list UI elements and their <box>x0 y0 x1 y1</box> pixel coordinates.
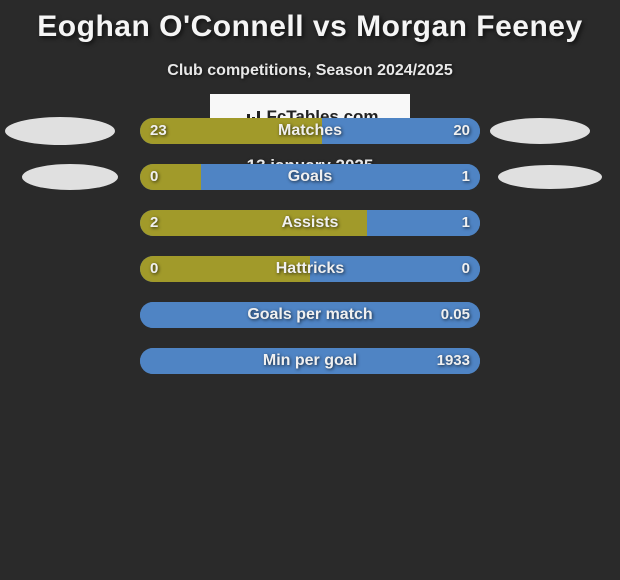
stat-value-right: 0 <box>462 256 470 282</box>
stat-row: Hattricks0 0 <box>0 246 620 292</box>
stat-value-right: 1933 <box>437 348 470 374</box>
comparison-infographic: Eoghan O'Connell vs Morgan Feeney Club c… <box>0 0 620 580</box>
player-oval <box>5 117 115 145</box>
stat-row: Min per goal1933 <box>0 338 620 384</box>
stat-label: Hattricks <box>140 256 480 282</box>
stat-value-right: 1 <box>462 164 470 190</box>
page-subtitle: Club competitions, Season 2024/2025 <box>0 62 620 80</box>
page-title: Eoghan O'Connell vs Morgan Feeney <box>0 0 620 44</box>
stat-value-left: 2 <box>150 210 158 236</box>
stat-row: Matches23 20 <box>0 108 620 154</box>
stat-row: Goals0 1 <box>0 154 620 200</box>
player-oval <box>22 164 118 190</box>
stat-label: Goals <box>140 164 480 190</box>
stat-row: Assists2 1 <box>0 200 620 246</box>
stat-value-right: 1 <box>462 210 470 236</box>
stat-value-right: 20 <box>453 118 470 144</box>
stat-value-left: 23 <box>150 118 167 144</box>
stat-label: Min per goal <box>140 348 480 374</box>
stat-label: Assists <box>140 210 480 236</box>
stat-row: Goals per match0.05 <box>0 292 620 338</box>
stat-value-left: 0 <box>150 256 158 282</box>
player-oval <box>490 118 590 144</box>
stat-label: Matches <box>140 118 480 144</box>
stat-value-left: 0 <box>150 164 158 190</box>
player-oval <box>498 165 602 189</box>
stat-value-right: 0.05 <box>441 302 470 328</box>
stat-label: Goals per match <box>140 302 480 328</box>
